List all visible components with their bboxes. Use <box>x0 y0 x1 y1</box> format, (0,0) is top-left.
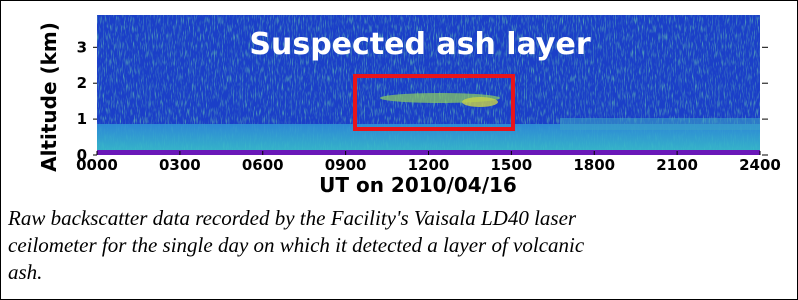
y-axis-label: Altitude (km) <box>37 22 61 172</box>
y-tick-label: 0 <box>77 146 87 164</box>
y-tick-label: 3 <box>77 38 87 56</box>
y-tick-label: 2 <box>77 74 87 92</box>
caption-line: ceilometer for the single day on which i… <box>8 233 585 257</box>
figure: Suspected ash layer UT on 2010/04/16 Alt… <box>0 0 798 300</box>
x-tick-label: 2100 <box>656 156 698 174</box>
caption-line: Raw backscatter data recorded by the Fac… <box>7 206 577 230</box>
x-tick-label: 0300 <box>159 156 201 174</box>
x-tick-label: 0900 <box>325 156 367 174</box>
x-axis-label: UT on 2010/04/16 <box>319 173 517 197</box>
y-tick-label: 1 <box>77 110 87 128</box>
x-tick-label: 2400 <box>739 156 781 174</box>
x-tick-label: 1200 <box>408 156 450 174</box>
annotation: Suspected ash layer <box>249 27 590 62</box>
caption-line: ash. <box>8 260 42 284</box>
x-tick-label: 1500 <box>491 156 533 174</box>
x-tick-label: 0600 <box>242 156 284 174</box>
caption: Raw backscatter data recorded by the Fac… <box>7 206 585 284</box>
x-tick-label: 1800 <box>573 156 615 174</box>
